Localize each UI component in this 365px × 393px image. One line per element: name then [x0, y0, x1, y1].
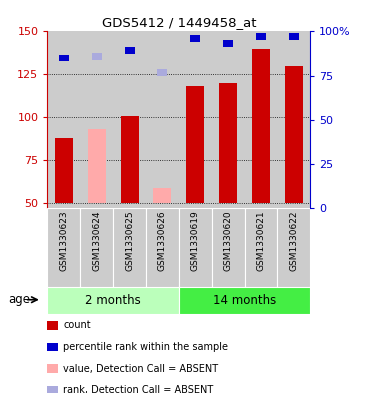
Text: GSM1330624: GSM1330624	[92, 211, 101, 271]
Bar	[212, 31, 245, 208]
Bar	[88, 129, 106, 203]
Text: 14 months: 14 months	[213, 294, 276, 307]
Bar	[179, 287, 310, 314]
Text: count: count	[63, 320, 91, 331]
Bar	[80, 208, 113, 287]
Bar	[113, 208, 146, 287]
Text: GSM1330620: GSM1330620	[224, 211, 233, 271]
Text: value, Detection Call = ABSENT: value, Detection Call = ABSENT	[63, 364, 218, 374]
Bar	[47, 208, 80, 287]
Bar	[179, 208, 212, 287]
Bar	[219, 83, 237, 203]
Text: age: age	[8, 293, 31, 306]
Text: 2 months: 2 months	[85, 294, 141, 307]
Bar	[47, 343, 58, 351]
Bar	[113, 31, 146, 208]
Bar	[146, 208, 179, 287]
Text: GSM1330623: GSM1330623	[59, 211, 68, 271]
Bar	[245, 208, 277, 287]
Bar	[245, 31, 277, 208]
Text: percentile rank within the sample: percentile rank within the sample	[63, 342, 228, 352]
Bar	[277, 208, 310, 287]
Bar	[120, 116, 139, 203]
Bar	[256, 33, 266, 40]
Bar	[277, 31, 310, 208]
Text: GSM1330626: GSM1330626	[158, 211, 167, 271]
Title: GDS5412 / 1449458_at: GDS5412 / 1449458_at	[101, 16, 256, 29]
Bar	[47, 386, 58, 393]
Text: GSM1330625: GSM1330625	[125, 211, 134, 271]
Bar	[186, 86, 204, 203]
Bar	[223, 40, 233, 47]
Bar	[212, 208, 245, 287]
Text: rank, Detection Call = ABSENT: rank, Detection Call = ABSENT	[63, 385, 214, 393]
Bar	[47, 287, 179, 314]
Bar	[285, 66, 303, 203]
Bar	[80, 31, 113, 208]
Text: GSM1330621: GSM1330621	[257, 211, 265, 271]
Bar	[47, 364, 58, 373]
Text: GSM1330622: GSM1330622	[289, 211, 298, 271]
Bar	[55, 138, 73, 203]
Bar	[92, 53, 102, 60]
Bar	[179, 31, 212, 208]
Bar	[190, 35, 200, 42]
Bar	[47, 31, 80, 208]
Bar	[47, 321, 58, 330]
Text: GSM1330619: GSM1330619	[191, 211, 200, 272]
Bar	[153, 188, 172, 203]
Bar	[252, 49, 270, 203]
Bar	[124, 48, 135, 54]
Bar	[157, 69, 168, 75]
Bar	[59, 55, 69, 61]
Bar	[146, 31, 179, 208]
Bar	[289, 33, 299, 40]
